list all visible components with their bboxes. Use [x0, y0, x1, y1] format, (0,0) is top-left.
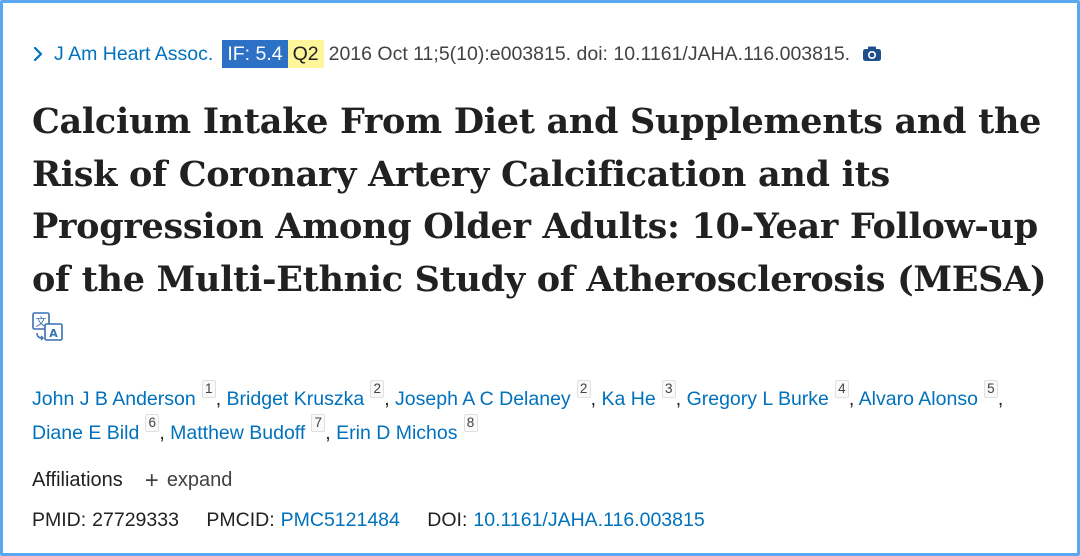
plus-icon: +: [144, 466, 159, 494]
author-link[interactable]: Gregory L Burke: [686, 388, 829, 410]
author-separator: ,: [675, 388, 682, 410]
svg-text:文: 文: [36, 315, 47, 329]
affiliations-row: Affiliations + expand: [32, 466, 233, 494]
svg-text:A: A: [49, 327, 58, 340]
author-link[interactable]: John J B Anderson: [32, 388, 196, 410]
affiliation-number[interactable]: 3: [661, 380, 676, 398]
author-separator: ,: [848, 388, 855, 410]
author-link[interactable]: Alvaro Alonso: [858, 388, 978, 410]
affiliations-expand-toggle[interactable]: + expand: [144, 466, 233, 494]
pmid-value: 27729333: [92, 509, 179, 531]
pmcid-link[interactable]: PMC5121484: [280, 509, 400, 531]
affiliation-number[interactable]: 2: [576, 380, 591, 398]
affiliation-number[interactable]: 4: [834, 380, 849, 398]
author-link[interactable]: Joseph A C Delaney: [395, 388, 571, 410]
affiliation-number[interactable]: 5: [983, 380, 998, 398]
quartile-badge: Q2: [287, 40, 324, 68]
author-separator: ,: [325, 422, 331, 444]
doi-label: DOI:: [427, 509, 468, 531]
author-link[interactable]: Matthew Budoff: [170, 422, 306, 444]
pmid-label: PMID:: [32, 509, 87, 531]
doi-link[interactable]: 10.1161/JAHA.116.003815: [473, 509, 705, 531]
chevron-right-icon[interactable]: [32, 46, 44, 62]
article-title: Calcium Intake From Diet and Supplements…: [32, 101, 1047, 300]
identifiers-row: PMID: 27729333 PMCID: PMC5121484 DOI: 10.11…: [32, 509, 727, 532]
author-link[interactable]: Erin D Michos: [336, 422, 458, 444]
affiliations-label: Affiliations: [32, 469, 123, 491]
author-link[interactable]: Bridget Kruszka: [226, 388, 365, 410]
pmcid-group: PMCID: PMC5121484: [206, 509, 400, 532]
pmcid-label: PMCID:: [206, 509, 275, 531]
citation-details: 2016 Oct 11;5(10):e003815. doi: 10.1161/…: [328, 42, 851, 65]
camera-icon[interactable]: [862, 45, 882, 63]
author-separator: ,: [215, 388, 222, 410]
affiliation-number[interactable]: 1: [201, 380, 216, 398]
doi-group: DOI: 10.1161/JAHA.116.003815: [427, 509, 704, 532]
pmid-group: PMID: 27729333: [32, 509, 179, 532]
author-separator: ,: [159, 422, 165, 444]
journal-link[interactable]: J Am Heart Assoc.: [54, 42, 214, 65]
expand-label: expand: [166, 469, 233, 491]
author-link[interactable]: Ka He: [601, 388, 656, 410]
affiliation-number[interactable]: 7: [311, 414, 326, 432]
citation-line: J Am Heart Assoc. IF: 5.4 Q2 2016 Oct 11…: [32, 40, 882, 68]
author-list: John J B Anderson 1, Bridget Kruszka 2, Jo…: [32, 380, 1052, 450]
author-link[interactable]: Diane E Bild: [32, 422, 140, 444]
author-separator: ,: [590, 388, 597, 410]
affiliation-number[interactable]: 6: [145, 414, 160, 432]
affiliation-number[interactable]: 2: [370, 380, 385, 398]
affiliation-number[interactable]: 8: [463, 414, 478, 432]
author-separator: ,: [384, 388, 390, 410]
impact-factor-badge: IF: 5.4: [222, 40, 288, 68]
translate-icon[interactable]: 文 A: [32, 312, 64, 342]
author-separator: ,: [997, 388, 1004, 410]
